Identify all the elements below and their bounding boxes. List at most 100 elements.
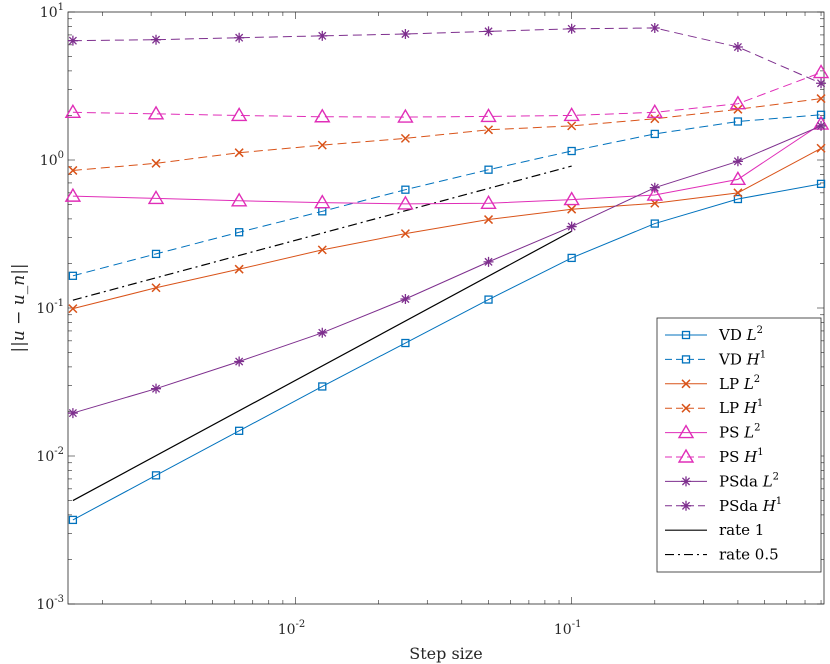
legend: VD L2 VD H1 LP L2 LP H1 PS L2 PS H1 PSda L2 PSd… [656,317,822,573]
x-marker [681,403,691,413]
series-line [72,183,822,521]
x-marker [681,379,691,389]
square-marker [401,185,410,194]
y-axis-label: ||u − u_n|| [9,263,29,352]
legend-entry: LP H1 [665,398,763,417]
square-marker [68,271,78,280]
triangle-marker [563,191,580,206]
triangle-marker [646,103,664,119]
x-marker [567,204,577,214]
triangle-marker [397,108,414,123]
legend-entry: PS H1 [665,447,764,466]
square-marker [567,253,576,263]
x-tick-label: 10-1 [554,619,582,638]
series-line [72,147,822,310]
legend-entry: PS L2 [665,423,760,442]
x-marker [650,114,660,124]
x-marker [317,245,327,255]
triangle-marker [230,107,248,122]
y-tick-label: 10-2 [36,446,64,465]
axis-labels: Step size ||u − u_n|| [9,263,483,663]
x-marker [317,140,327,150]
asterisk-marker [816,120,827,131]
triangle-marker [646,186,664,201]
x-marker [400,229,410,239]
triangle-marker [729,170,747,186]
asterisk-marker [732,42,743,53]
legend-label: rate 0.5 [719,546,779,564]
series-line [72,27,822,84]
series-line [72,125,822,414]
asterisk-marker [649,22,660,33]
legend-entry: VD H1 [665,349,766,368]
legend-label: VD L2 [718,325,763,344]
asterisk-marker [816,78,827,89]
series-line [72,123,822,205]
x-tick-label: 10-2 [278,619,306,638]
asterisk-marker [317,327,328,338]
triangle-marker [230,192,248,207]
asterisk-marker [732,156,743,167]
legend-entry: PSda H1 [665,496,782,515]
square-marker [650,129,659,139]
x-marker [234,264,244,274]
series-lp-h1 [68,94,826,175]
data-series [64,22,830,525]
asterisk-marker [400,29,411,40]
triangle-marker [677,448,695,463]
triangle-marker [812,64,830,79]
legend-entry: VD L2 [665,325,763,344]
triangle-marker [480,194,497,209]
x-marker [484,215,494,225]
square-marker [567,146,576,156]
triangle-marker [64,103,82,119]
asterisk-marker [317,30,328,41]
square-marker [234,426,244,435]
series-line [72,114,822,277]
asterisk-marker [400,294,411,305]
asterisk-marker [151,34,162,45]
legend-entry: LP L2 [665,374,760,393]
asterisk-marker [681,500,691,511]
x-marker [567,121,577,131]
triangle-marker [677,424,695,439]
legend-label: rate 1 [719,521,764,539]
x-marker [400,133,410,143]
y-tick-label: 101 [40,2,64,21]
legend-label: LP L2 [719,374,760,393]
triangle-marker [314,108,331,123]
square-marker [401,338,410,348]
square-marker [484,165,493,174]
square-marker [234,228,244,237]
y-tick-label: 10-1 [36,298,64,317]
asterisk-marker [483,26,494,37]
legend-label: PSda H1 [719,496,782,515]
legend-entry: PSda L2 [665,471,779,490]
square-marker [650,219,659,228]
square-marker [151,249,161,259]
axis-ticks: 10-3 10-2 10-1 100 101 10-2 10-1 [36,2,824,638]
asterisk-marker [649,182,660,193]
x-marker [816,94,826,104]
series-lp-l2 [68,143,826,314]
triangle-marker [147,190,165,205]
series-vd-l2 [68,179,826,525]
x-marker [151,283,161,293]
square-marker [816,179,826,189]
asterisk-marker [566,23,577,34]
legend-label: PS L2 [719,423,760,442]
reference-line-rate-1 [72,230,572,502]
triangle-marker [480,108,497,123]
asterisk-marker [67,408,78,419]
reference-lines [72,165,572,502]
asterisk-marker [681,476,691,487]
legend-entry: rate 1 [665,521,764,539]
series-psda-h1 [67,22,827,89]
legend-label: VD H1 [718,349,766,368]
series-psda-l2 [67,120,827,419]
asterisk-marker [234,32,245,43]
triangle-marker [147,105,165,120]
square-marker [681,355,691,364]
y-tick-label: 10-3 [36,594,64,613]
